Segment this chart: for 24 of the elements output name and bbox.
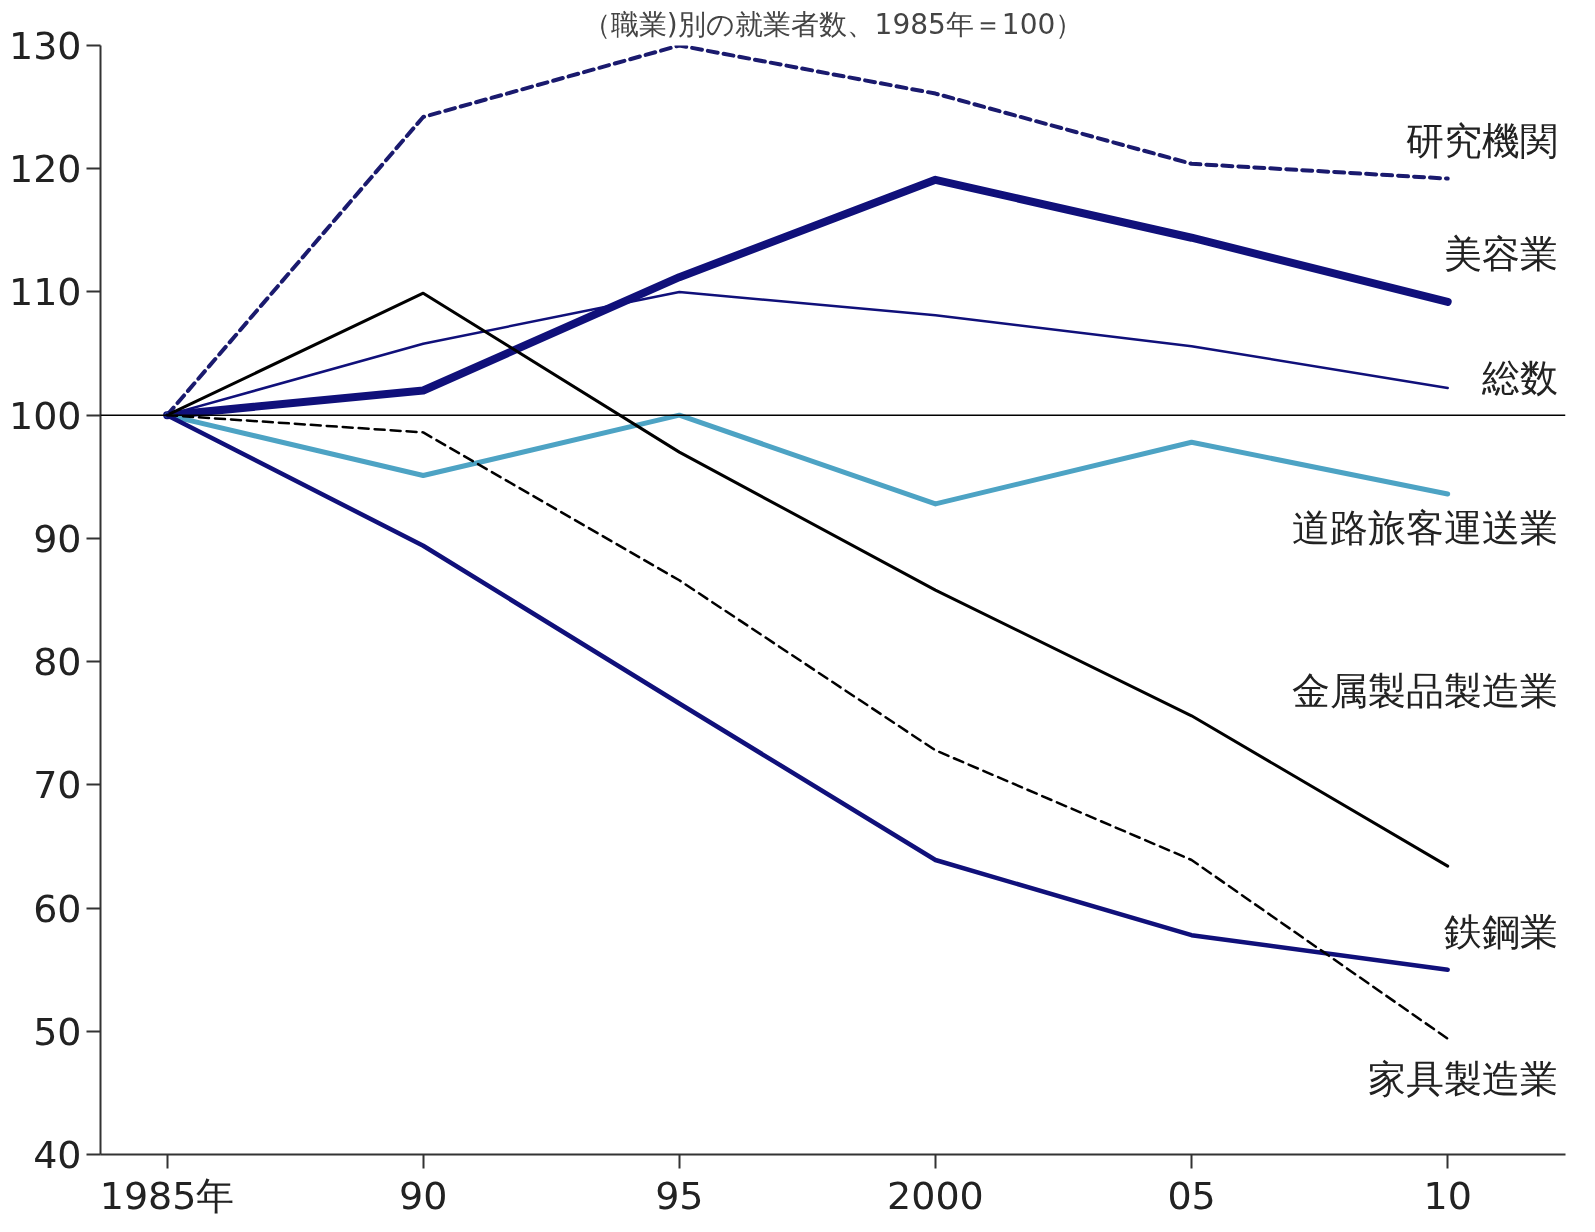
y-tick-label: 80 <box>33 640 82 685</box>
x-tick-label: 1985年 <box>99 1173 235 1218</box>
y-tick-label: 40 <box>33 1133 82 1177</box>
x-tick-label: 2000 <box>887 1173 984 1218</box>
y-tick-label: 120 <box>8 147 82 192</box>
x-tick-label: 10 <box>1423 1173 1472 1218</box>
series-label: 金属製品製造業 <box>1291 669 1558 714</box>
y-tick-label: 60 <box>33 886 82 931</box>
x-tick-label: 95 <box>655 1173 704 1218</box>
series-label: 鉄鋼業 <box>1443 909 1558 954</box>
y-tick-label: 50 <box>33 1009 82 1054</box>
series-label: 研究機関 <box>1405 118 1558 163</box>
series-label: 家具製造業 <box>1367 1056 1558 1101</box>
chart-subtitle: （職業)別の就業者数、1985年＝100） <box>582 7 1084 41</box>
x-tick-label: 90 <box>399 1173 448 1218</box>
y-tick-label: 70 <box>33 763 82 808</box>
series-label: 総数 <box>1480 356 1558 401</box>
y-tick-label: 130 <box>8 24 82 68</box>
y-tick-label: 90 <box>33 516 82 561</box>
y-tick-label: 110 <box>8 270 82 315</box>
series-label: 美容業 <box>1443 231 1558 276</box>
x-tick-label: 05 <box>1167 1173 1216 1218</box>
series-label: 道路旅客運送業 <box>1291 506 1558 551</box>
y-tick-label: 100 <box>8 393 82 438</box>
